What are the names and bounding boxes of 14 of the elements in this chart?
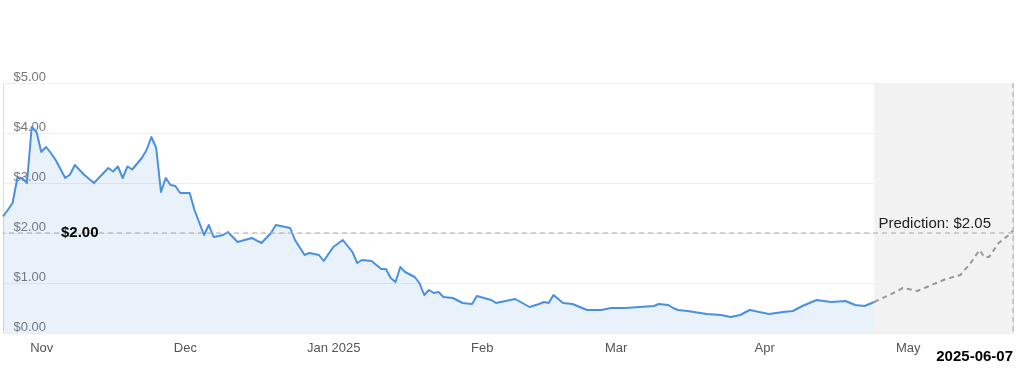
y-tick-label: $0.00 — [13, 318, 47, 334]
text: 2025-06-07 — [936, 347, 1013, 364]
y-tick-label: $2.00 — [13, 218, 47, 234]
x-tick-label: Apr — [754, 339, 776, 355]
y-tick-label: $5.00 — [13, 68, 47, 84]
x-tick-label: Mar — [605, 339, 629, 355]
x-tick-label: Dec — [173, 339, 198, 355]
y-tick-label: $1.00 — [13, 268, 47, 284]
x-tick-label: Feb — [470, 339, 494, 355]
x-tick-label: May — [895, 339, 921, 355]
x-tick-label: Jan 2025 — [307, 339, 361, 355]
annotation: Prediction: $2.05 — [878, 213, 991, 231]
ref-line-label: $2.00 — [61, 223, 99, 240]
x-tick-label: Nov — [30, 339, 54, 355]
